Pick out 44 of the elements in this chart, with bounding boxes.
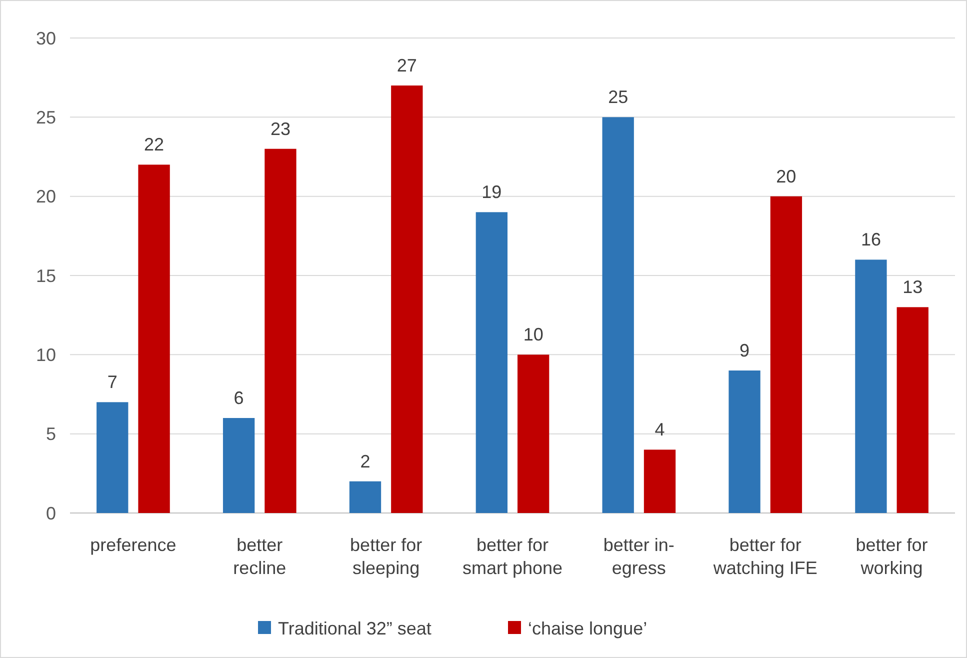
data-label: 7 (107, 372, 118, 392)
bar (349, 481, 382, 513)
data-label: 2 (360, 451, 370, 472)
data-label: 27 (396, 56, 417, 76)
bar (476, 212, 508, 513)
data-label: 9 (740, 340, 750, 360)
data-label: 23 (270, 118, 290, 139)
bar (728, 370, 760, 513)
y-tick-label: 0 (46, 503, 56, 524)
y-tick-label: 10 (36, 344, 56, 365)
y-tick-label: 20 (36, 186, 56, 207)
data-label: 20 (776, 166, 796, 186)
bar (602, 117, 634, 513)
data-label: 10 (523, 324, 544, 345)
bar (222, 418, 255, 513)
bar (896, 307, 928, 513)
data-label: 6 (234, 388, 244, 408)
x-tick-label: better for working (856, 535, 928, 578)
x-tick-label: preference (90, 535, 176, 555)
bar (644, 450, 676, 513)
x-tick-label: better in-egress (603, 535, 674, 578)
data-label: 25 (608, 87, 628, 108)
bar (138, 164, 170, 513)
bar (96, 402, 128, 513)
x-tick-label: better for sleeping (350, 535, 422, 578)
x-tick-label: better for watching IFE (712, 535, 818, 578)
data-label: 4 (654, 420, 665, 440)
data-label: 16 (860, 230, 881, 250)
x-tick-label: better recline (233, 535, 286, 578)
bar (855, 260, 887, 513)
legend-label: Traditional 32” seat (278, 618, 432, 638)
y-tick-label: 25 (36, 107, 56, 128)
data-label: 19 (482, 182, 502, 202)
bar (518, 354, 550, 513)
data-label: 13 (902, 277, 923, 298)
y-tick-label: 15 (36, 266, 56, 286)
bar (770, 196, 802, 513)
y-tick-label: 5 (46, 424, 56, 444)
y-tick-label: 30 (36, 28, 56, 48)
bar (391, 86, 423, 513)
data-label: 22 (144, 134, 164, 155)
x-tick-label: better for smart phone (462, 535, 563, 578)
bar (264, 148, 296, 513)
legend-label: ‘chaise longue’ (528, 618, 648, 638)
